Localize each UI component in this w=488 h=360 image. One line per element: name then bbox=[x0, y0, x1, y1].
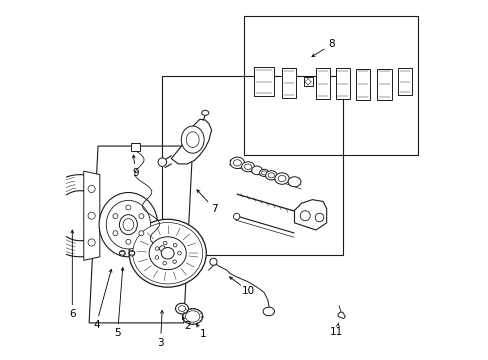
Ellipse shape bbox=[181, 126, 203, 153]
Ellipse shape bbox=[106, 201, 150, 249]
Ellipse shape bbox=[129, 219, 206, 287]
Circle shape bbox=[139, 231, 143, 236]
Text: 8: 8 bbox=[328, 39, 335, 49]
Ellipse shape bbox=[99, 193, 157, 257]
Ellipse shape bbox=[178, 306, 185, 311]
Ellipse shape bbox=[185, 311, 200, 322]
Circle shape bbox=[163, 241, 167, 245]
Ellipse shape bbox=[201, 111, 208, 115]
Ellipse shape bbox=[123, 219, 134, 231]
Circle shape bbox=[163, 261, 166, 265]
Circle shape bbox=[155, 247, 159, 250]
Bar bbox=[316, 68, 329, 99]
Ellipse shape bbox=[267, 173, 274, 178]
Circle shape bbox=[88, 185, 95, 193]
Circle shape bbox=[159, 246, 165, 251]
Polygon shape bbox=[337, 312, 345, 319]
Polygon shape bbox=[171, 119, 211, 164]
Circle shape bbox=[88, 212, 95, 219]
Circle shape bbox=[88, 239, 95, 246]
Polygon shape bbox=[294, 200, 326, 230]
Bar bbox=[377, 68, 391, 100]
Circle shape bbox=[177, 251, 181, 255]
Circle shape bbox=[125, 205, 131, 210]
Circle shape bbox=[139, 213, 143, 219]
Ellipse shape bbox=[132, 222, 203, 284]
Bar bbox=[398, 68, 411, 95]
Text: 6: 6 bbox=[69, 309, 76, 319]
Circle shape bbox=[113, 231, 118, 236]
Ellipse shape bbox=[183, 309, 203, 324]
Circle shape bbox=[158, 158, 166, 166]
Text: 10: 10 bbox=[241, 286, 254, 296]
Text: 3: 3 bbox=[157, 338, 163, 347]
Circle shape bbox=[173, 243, 177, 247]
Text: 1: 1 bbox=[200, 329, 206, 339]
Circle shape bbox=[129, 250, 135, 256]
Ellipse shape bbox=[244, 164, 251, 170]
Circle shape bbox=[119, 250, 125, 256]
Ellipse shape bbox=[259, 169, 268, 176]
Ellipse shape bbox=[287, 177, 300, 187]
Circle shape bbox=[315, 213, 323, 222]
Circle shape bbox=[155, 256, 159, 259]
Bar bbox=[131, 143, 140, 151]
Ellipse shape bbox=[261, 171, 266, 175]
Bar bbox=[335, 68, 349, 99]
Polygon shape bbox=[39, 175, 86, 257]
Ellipse shape bbox=[241, 162, 254, 172]
Ellipse shape bbox=[251, 166, 262, 175]
Ellipse shape bbox=[263, 307, 274, 316]
Circle shape bbox=[172, 260, 176, 264]
Ellipse shape bbox=[161, 248, 174, 259]
Bar bbox=[254, 67, 273, 96]
Ellipse shape bbox=[265, 171, 276, 180]
Circle shape bbox=[300, 211, 309, 221]
Text: 5: 5 bbox=[114, 328, 121, 338]
Text: 7: 7 bbox=[210, 203, 217, 213]
Text: 9: 9 bbox=[132, 168, 139, 178]
Text: 4: 4 bbox=[93, 320, 100, 330]
Ellipse shape bbox=[278, 175, 285, 182]
Ellipse shape bbox=[274, 173, 288, 184]
Polygon shape bbox=[83, 171, 100, 260]
Bar bbox=[355, 68, 369, 100]
Text: 11: 11 bbox=[329, 327, 343, 337]
Text: 2: 2 bbox=[183, 321, 190, 332]
Ellipse shape bbox=[119, 215, 137, 235]
Circle shape bbox=[209, 258, 217, 265]
Circle shape bbox=[125, 239, 131, 244]
Ellipse shape bbox=[230, 157, 244, 168]
Bar bbox=[282, 68, 295, 98]
Circle shape bbox=[113, 213, 118, 219]
Bar bbox=[303, 77, 312, 86]
Ellipse shape bbox=[149, 237, 186, 270]
Ellipse shape bbox=[175, 303, 188, 314]
Circle shape bbox=[233, 213, 240, 220]
Ellipse shape bbox=[233, 160, 241, 166]
Ellipse shape bbox=[186, 132, 199, 148]
